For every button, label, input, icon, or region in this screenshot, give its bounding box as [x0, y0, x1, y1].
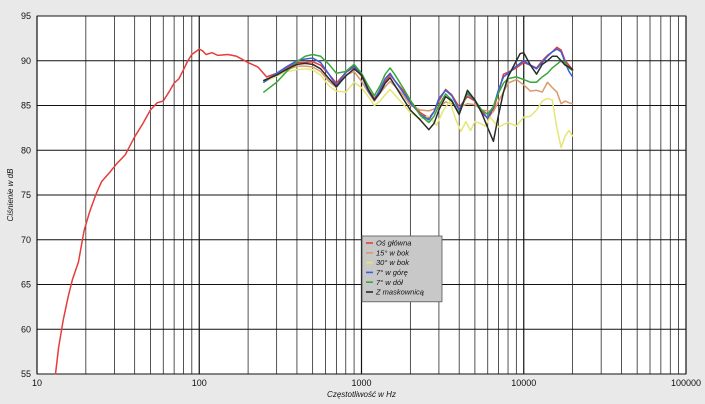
series-line-5 — [263, 53, 574, 124]
series-line-3 — [263, 68, 574, 149]
grid-horizontal — [37, 15, 686, 375]
y-tick-label: 90 — [21, 56, 31, 66]
y-tick-label: 70 — [21, 235, 31, 245]
x-ticks: 10 100 1000 10000 100000 — [32, 378, 701, 388]
y-tick-label: 80 — [21, 145, 31, 155]
y-tick-label: 75 — [21, 190, 31, 200]
y-tick-label: 55 — [21, 369, 31, 379]
y-tick-label: 95 — [21, 11, 31, 21]
legend-label: 7° w dół — [376, 278, 403, 287]
legend-label: 30° w bok — [376, 258, 410, 267]
y-ticks: 55 60 65 70 75 80 85 90 95 — [21, 11, 31, 379]
series-line-6 — [263, 51, 574, 143]
x-tick-label: 10 — [32, 378, 42, 388]
legend-label: Z maskownicą — [375, 288, 424, 297]
x-tick-label: 100000 — [671, 378, 701, 388]
x-tick-label: 10000 — [511, 378, 536, 388]
legend-box — [361, 235, 443, 303]
series-group — [54, 46, 574, 375]
legend-label: 15° w bok — [376, 248, 410, 257]
y-tick-label: 60 — [21, 324, 31, 334]
series-line-4 — [263, 48, 574, 121]
y-axis-title: Ciśnienie w dB — [6, 168, 15, 222]
y-tick-label: 65 — [21, 280, 31, 290]
y-tick-label: 85 — [21, 101, 31, 111]
legend-label: 7° w górę — [376, 268, 408, 277]
x-axis-title: Częstotliwość w Hz — [327, 390, 396, 399]
legend-label: Oś główna — [376, 239, 411, 248]
x-tick-label: 1000 — [351, 378, 371, 388]
x-tick-label: 100 — [192, 378, 207, 388]
